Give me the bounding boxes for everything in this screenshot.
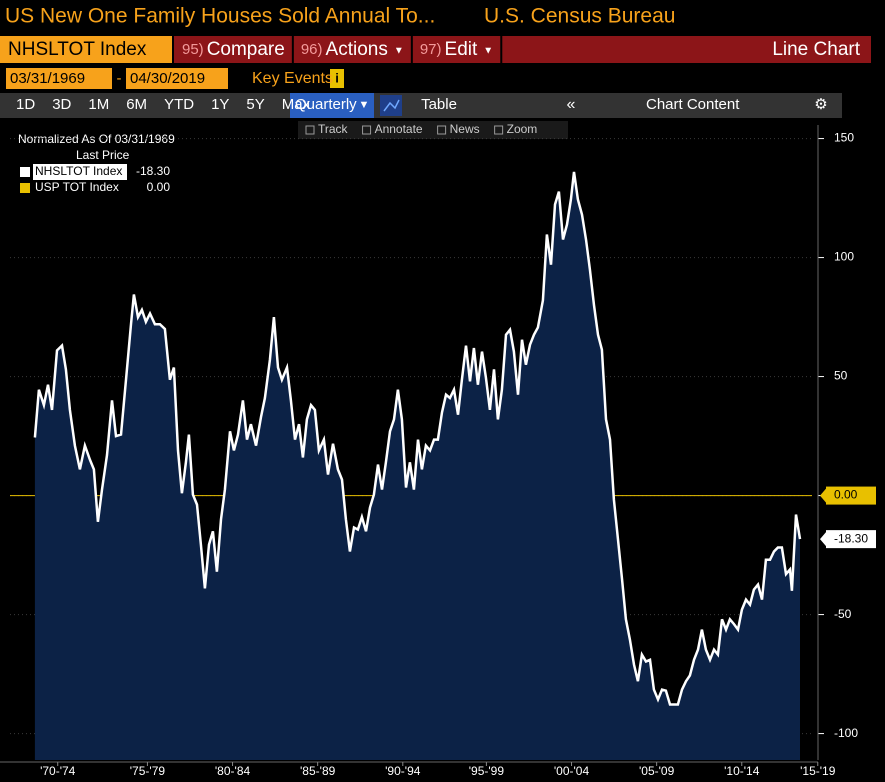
y-tick-label: 150 bbox=[834, 131, 854, 145]
period-button[interactable]: 1D bbox=[16, 96, 35, 113]
x-tick-label: '10-'14 bbox=[724, 764, 760, 778]
period-button[interactable]: 6M bbox=[126, 96, 147, 113]
tool-button[interactable]: Track bbox=[318, 122, 349, 136]
x-tick-label: '05-'09 bbox=[639, 764, 675, 778]
legend-highlight bbox=[33, 164, 127, 180]
info-icon[interactable] bbox=[330, 69, 344, 88]
last-tag-label: -18.30 bbox=[834, 531, 868, 545]
menu-label[interactable]: Actions bbox=[326, 39, 388, 60]
x-tick-label: '95-'99 bbox=[469, 764, 505, 778]
frequency: Quarterly bbox=[295, 96, 357, 113]
x-tick-label: '00-'04 bbox=[554, 764, 590, 778]
chart-content[interactable]: Chart Content bbox=[646, 96, 740, 113]
menu-number[interactable]: 96) bbox=[301, 41, 323, 58]
period-button[interactable]: 1Y bbox=[211, 96, 229, 113]
y-tick-label: -100 bbox=[834, 726, 858, 740]
toolbar bbox=[0, 93, 842, 118]
y-tick-label: 100 bbox=[834, 250, 854, 264]
period-button[interactable]: YTD bbox=[164, 96, 194, 113]
tool-icon bbox=[437, 125, 447, 135]
legend-name[interactable]: NHSLTOT Index bbox=[35, 164, 122, 178]
dropdown-icon: ▼ bbox=[483, 46, 493, 57]
legend-value: -18.30 bbox=[136, 164, 170, 178]
menu-bar bbox=[174, 36, 871, 63]
legend-value: 0.00 bbox=[147, 180, 171, 194]
period-button[interactable]: 5Y bbox=[246, 96, 264, 113]
chart-icon-glyph bbox=[383, 99, 400, 112]
dropdown-icon: ▼ bbox=[394, 46, 404, 57]
tool-icon bbox=[305, 125, 315, 135]
tool-button[interactable]: Zoom bbox=[507, 122, 538, 136]
menu-label[interactable]: Edit bbox=[445, 39, 478, 60]
table-button[interactable]: Table bbox=[421, 96, 457, 113]
source: U.S. Census Bureau bbox=[484, 5, 675, 28]
area bbox=[34, 171, 800, 760]
menu-number[interactable]: 97) bbox=[420, 41, 442, 58]
chart-kind[interactable]: Line Chart bbox=[772, 39, 860, 60]
x-tick-label: '80-'84 bbox=[215, 764, 251, 778]
start-date-box[interactable] bbox=[6, 68, 112, 89]
x-tick-label: '90-'94 bbox=[385, 764, 421, 778]
period-button[interactable]: 3D bbox=[52, 96, 71, 113]
dropdown-icon: ▼ bbox=[359, 99, 370, 111]
legend-name[interactable]: USP TOT Index bbox=[35, 180, 119, 194]
y-tick-label: -50 bbox=[834, 607, 852, 621]
ticker-box[interactable] bbox=[0, 36, 172, 63]
ticker: NHSLTOT Index bbox=[8, 39, 147, 60]
legend-subtitle: Last Price bbox=[76, 148, 130, 162]
last-tag bbox=[826, 530, 876, 549]
period-button[interactable]: 1M bbox=[88, 96, 109, 113]
x-tick-label: '15-'19 bbox=[800, 764, 836, 778]
legend-swatch bbox=[20, 167, 30, 177]
menu-number[interactable]: 95) bbox=[182, 41, 204, 58]
x-tick-label: '70-'74 bbox=[40, 764, 76, 778]
tool-icon bbox=[494, 125, 504, 135]
collapse-icon[interactable]: « bbox=[567, 96, 576, 113]
date-separator: - bbox=[117, 70, 122, 87]
legend-title: Normalized As Of 03/31/1969 bbox=[18, 132, 175, 146]
last-tag bbox=[826, 486, 876, 505]
title: US New One Family Houses Sold Annual To.… bbox=[5, 5, 435, 28]
y-tick-label: 50 bbox=[834, 369, 848, 383]
legend-swatch bbox=[20, 183, 30, 193]
x-tick-label: '85-'89 bbox=[300, 764, 336, 778]
end-date: 04/30/2019 bbox=[130, 70, 205, 87]
menu-label[interactable]: Compare bbox=[207, 39, 285, 60]
tool-button[interactable]: Annotate bbox=[375, 122, 423, 136]
last-tag-pointer bbox=[820, 488, 826, 503]
tool-icon bbox=[362, 125, 372, 135]
end-date-box[interactable] bbox=[126, 68, 228, 89]
series-line bbox=[33, 171, 802, 706]
period-button[interactable]: Max bbox=[282, 96, 311, 113]
frequency-button[interactable] bbox=[290, 93, 374, 118]
start-date: 03/31/1969 bbox=[10, 70, 85, 87]
info-icon-glyph: i bbox=[335, 70, 339, 85]
key-events[interactable]: Key Events bbox=[252, 70, 333, 87]
x-tick-label: '75-'79 bbox=[130, 764, 166, 778]
settings-icon[interactable]: ⚙ bbox=[814, 96, 827, 113]
last-tag-pointer bbox=[820, 532, 826, 547]
chart-icon[interactable] bbox=[380, 95, 402, 116]
last-tag-label: 0.00 bbox=[834, 488, 858, 502]
tool-button[interactable]: News bbox=[450, 122, 480, 136]
